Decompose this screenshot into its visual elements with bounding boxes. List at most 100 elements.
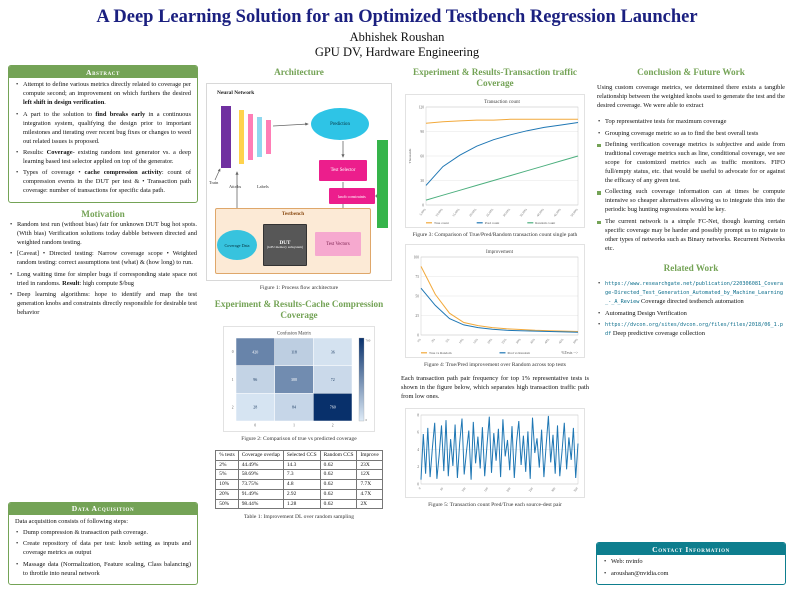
svg-text:50%: 50%	[572, 337, 579, 344]
table-cell: 50%	[215, 498, 239, 510]
svg-text:50.00%: 50.00%	[570, 208, 579, 218]
knob-constraints-node: knob constraints	[329, 188, 375, 205]
svg-text:0: 0	[417, 333, 419, 337]
prediction-node: Prediction	[311, 108, 369, 141]
svg-text:5.00%: 5.00%	[419, 208, 427, 217]
svg-text:0: 0	[254, 424, 256, 428]
table-cell: 23X	[356, 459, 383, 471]
svg-text:Random count: Random count	[535, 221, 555, 225]
dut-node: DUT (GPU memory subsystem)	[263, 224, 307, 267]
motivation-list: Random test run (without bias) fair for …	[8, 221, 198, 318]
data-acquisition-item: Dump compression & transaction path cove…	[16, 529, 191, 538]
nn-layer-bar	[257, 117, 262, 158]
abstract-item: Results: Coverage- existing random test …	[16, 149, 191, 167]
table-cell: 7.3	[282, 469, 321, 481]
svg-text:100: 100	[414, 255, 420, 259]
table-cell: 14.3	[282, 459, 321, 471]
table-cell: 1.28	[282, 498, 321, 510]
svg-text:2: 2	[332, 424, 334, 428]
svg-text:1%: 1%	[416, 337, 422, 343]
svg-text:10.00%: 10.00%	[434, 208, 443, 218]
motivation-item: Deep learning algorithms: hope to identi…	[10, 291, 197, 318]
nn-layer-bar	[248, 114, 253, 161]
svg-text:50: 50	[439, 486, 444, 491]
figure-3-wrapper: 120 90 60 30 0 5.00% 10.00% 15.00% 20.00% 25.00% 3…	[400, 94, 590, 229]
figure-4-wrapper: 100 75 50 25 0 1% 2% 5% 10% 15% 20% 25% 30% 35% 40% 45%…	[400, 244, 590, 359]
coverage-data-node: Coverage Data	[217, 230, 257, 261]
test-vectors-node: Test Vectors	[315, 232, 361, 257]
abstract-item: Types of coverage • cache compression ac…	[16, 169, 191, 196]
svg-text:15%: 15%	[472, 337, 479, 344]
contact-email[interactable]: aroushan@nvidia.com	[604, 570, 779, 579]
figure-1-caption: Figure 1: Process flow architecture	[259, 285, 339, 292]
svg-text:6: 6	[417, 430, 419, 434]
transaction-body-text: Each transaction path pair frequency for…	[401, 374, 589, 400]
svg-text:0: 0	[422, 204, 424, 208]
poster-columns: Abstract Attempt to define various metri…	[0, 63, 794, 586]
svg-text:1: 1	[232, 378, 234, 382]
svg-text:5%: 5%	[445, 337, 451, 343]
contact-heading: Contact Information	[597, 543, 785, 556]
svg-text:15.00%: 15.00%	[451, 208, 460, 218]
contact-section: Contact Information Web: nvinfo aroushan…	[596, 542, 786, 586]
svg-text:True vs Random: True vs Random	[429, 351, 452, 355]
svg-text:75: 75	[415, 275, 419, 279]
table-cell: 44.49%	[237, 459, 284, 471]
figure-1-architecture-diagram: Neural Network Prediction Test Selector …	[206, 83, 392, 282]
related-work-item: https://dvcon.org/sites/dvcon.org/files/…	[598, 321, 785, 339]
table-cell: 10%	[215, 479, 239, 490]
train-label: Train	[209, 180, 219, 186]
svg-text:388: 388	[291, 377, 297, 382]
nn-layer-bar	[266, 120, 271, 155]
contact-web: Web: nvinfo	[604, 558, 779, 567]
related-link[interactable]: https://www.researchgate.net/publication…	[605, 281, 784, 306]
table-row: 20% 91.49% 2.92 0.62 4.7X	[215, 488, 383, 500]
figure-2-wrapper: 420 118 36 96 388 72 28 84 760 0 0 1 1 2 2 Confusion Ma…	[204, 326, 394, 433]
table-cell: 91.49%	[237, 488, 284, 500]
related-link[interactable]: https://dvcon.org/sites/dvcon.org/files/…	[605, 322, 784, 338]
table-row: 2% 44.49% 14.3 0.62 23X	[215, 459, 383, 471]
table-cell: 73.75%	[237, 479, 284, 490]
architecture-heading: Architecture	[274, 67, 324, 78]
conclusion-intro: Using custom coverage metrics, we determ…	[597, 84, 785, 110]
table-header-cell: Coverage overlap	[237, 449, 284, 461]
svg-text:2: 2	[232, 406, 234, 410]
cache-section-heading: Experiment & Results-Cache Compression C…	[214, 299, 384, 321]
svg-text:72: 72	[331, 377, 335, 382]
svg-text:30: 30	[420, 179, 424, 183]
svg-text:0: 0	[418, 486, 422, 490]
table-1-caption: Table 1: Improvement DL over random samp…	[243, 514, 354, 521]
table-cell: 98.44%	[237, 498, 284, 510]
abstract-item: A part to the solution to find breaks ea…	[16, 111, 191, 147]
table-header-row: % tests Coverage overlap Selected CCS Ra…	[215, 449, 383, 461]
conclusion-item: Top representative tests for maximum cov…	[598, 118, 785, 127]
figure-3-transaction-count-chart: 120 90 60 30 0 5.00% 10.00% 15.00% 20.00% 25.00% 3…	[405, 94, 585, 229]
svg-text:45%: 45%	[558, 337, 565, 344]
svg-text:118: 118	[291, 349, 297, 354]
table-row: 10% 73.75% 4.8 0.62 7.7X	[215, 479, 383, 490]
poster-title: A Deep Learning Solution for an Optimize…	[96, 7, 698, 27]
figure-5-wrapper: 8 6 4 2 0 0 50 100 150 200 250 300 350	[400, 407, 590, 498]
svg-text:90: 90	[420, 130, 424, 134]
svg-text:True count: True count	[434, 221, 449, 225]
svg-text:35%: 35%	[529, 337, 536, 344]
conclusion-item: Collecting such coverage information can…	[597, 188, 785, 214]
transaction-section-heading: Experiment & Results-Transaction traffic…	[413, 67, 577, 89]
svg-text:Transaction count: Transaction count	[484, 100, 520, 105]
table-cell: 7.7X	[356, 479, 383, 490]
svg-text:1: 1	[293, 424, 295, 428]
svg-text:760: 760	[330, 405, 336, 410]
svg-text:2%: 2%	[430, 337, 436, 343]
table-header-cell: Random CCS	[319, 449, 358, 461]
table-cell: 2%	[215, 459, 239, 471]
svg-text:Improvement: Improvement	[486, 250, 514, 255]
svg-text:60: 60	[420, 155, 424, 159]
motivation-section: Motivation Random test run (without bias…	[8, 207, 198, 321]
nn-layer-bar	[221, 106, 231, 169]
svg-text:760: 760	[366, 339, 371, 343]
svg-text:0: 0	[366, 418, 368, 422]
conclusion-heading: Conclusion & Future Work	[637, 67, 745, 78]
motivation-heading: Motivation	[81, 208, 125, 219]
conclusion-item: Defining verification coverage metrics i…	[597, 141, 785, 185]
